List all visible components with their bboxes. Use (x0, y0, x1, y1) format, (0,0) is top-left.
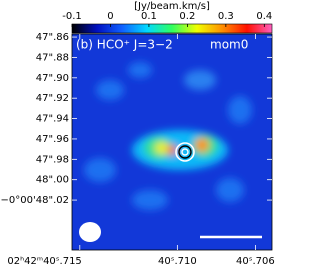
y-tick-label: 47".94 (36, 114, 69, 125)
colorbar (71, 23, 273, 34)
colorbar-tick-label: 0.3 (218, 11, 234, 22)
colorbar-tick-label: -0.1 (62, 11, 82, 22)
colorbar-label: [Jy/beam.km/s] (134, 1, 210, 12)
y-tick-label: 47".88 (36, 52, 69, 63)
y-tick-label: 48".00 (36, 175, 69, 186)
x-tick-label: 02ʰ42ᵐ40ˢ.715 (7, 256, 81, 267)
map-image (72, 34, 272, 250)
y-tick-label: 47".96 (36, 134, 69, 145)
y-tick-label: −0°00'48".02 (1, 195, 69, 206)
x-tick-label: 40ˢ.706 (236, 256, 275, 267)
y-tick-label: 47".90 (36, 73, 69, 84)
colorbar-tick-label: 0.1 (141, 11, 157, 22)
chart: [Jy/beam.km/s] (b) HCO⁺ J=3−2 mom0 -0.1 0… (1, 1, 275, 267)
y-tick-label: 47".86 (36, 32, 69, 43)
map-frame (71, 33, 273, 251)
y-tick-label: 47".92 (36, 93, 69, 104)
y-tick-label: 47".98 (36, 154, 69, 165)
map-label: mom0 (210, 38, 248, 52)
map-title: (b) HCO⁺ J=3−2 (76, 38, 173, 52)
x-tick-label: 40ˢ.710 (158, 256, 197, 267)
colorbar-tick-label: 0.4 (256, 11, 272, 22)
colorbar-tick-label: 0 (107, 11, 113, 22)
colorbar-tick-label: 0.2 (179, 11, 195, 22)
